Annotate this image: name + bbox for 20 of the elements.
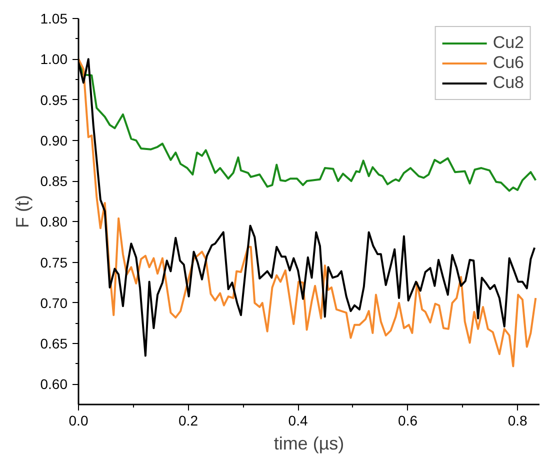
y-tick-label: 0.90 [40, 132, 68, 148]
legend-label: Cu8 [492, 73, 524, 93]
y-tick-label: 0.70 [40, 294, 68, 311]
y-axis-title: F (t) [12, 194, 32, 228]
y-tick-label: 0.65 [40, 336, 68, 352]
y-tick-label: 0.95 [40, 92, 68, 108]
x-tick-label: 0.6 [398, 412, 418, 428]
y-tick-label: 0.75 [40, 254, 68, 270]
y-tick-label: 1.05 [40, 10, 68, 26]
legend-label: Cu6 [492, 53, 524, 73]
legend-label: Cu2 [492, 33, 524, 53]
x-tick-label: 0.0 [68, 412, 88, 428]
y-tick-label: 0.85 [40, 173, 68, 190]
y-tick-label: 0.60 [40, 376, 68, 392]
y-tick-label: 0.80 [40, 214, 68, 230]
x-tick-label: 0.2 [178, 412, 198, 428]
x-tick-label: 0.4 [288, 412, 308, 428]
x-axis-title: time (µs) [274, 434, 344, 454]
y-tick-label: 1.00 [40, 51, 68, 68]
x-tick-label: 0.8 [508, 412, 528, 428]
